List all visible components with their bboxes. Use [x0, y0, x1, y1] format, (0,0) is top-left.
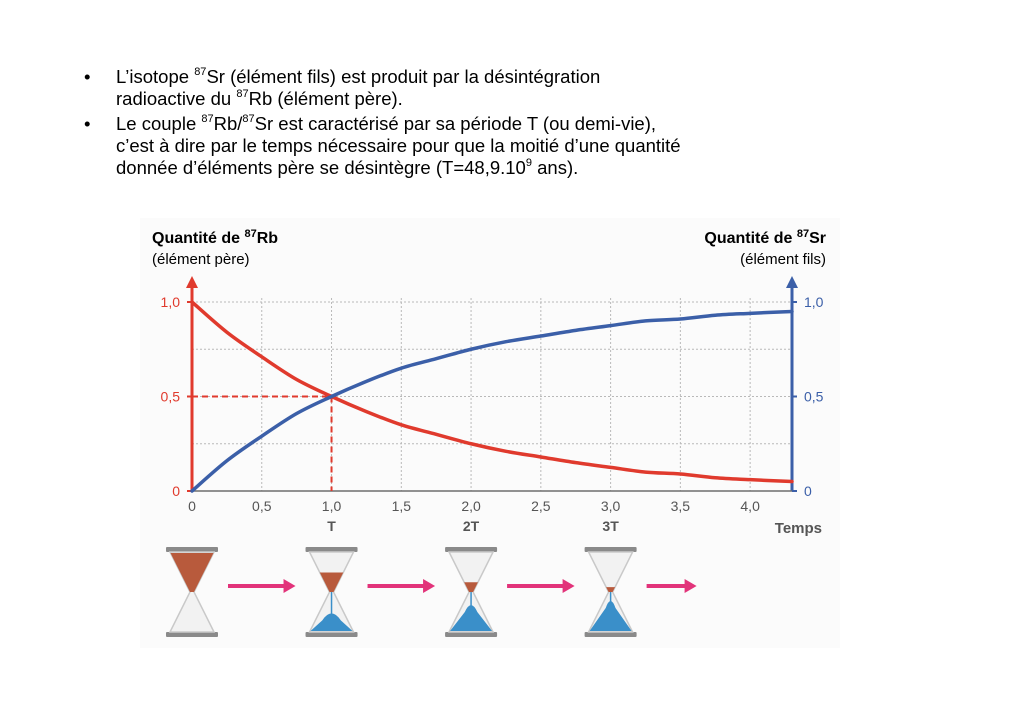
right-axis-tick-label: 1,0 [804, 294, 824, 310]
bullet-dot: • [84, 66, 91, 87]
x-axis-tick-label: 2,0 [461, 498, 481, 514]
axis-titles: Quantité de 87Rb (élément père) Quantité… [152, 228, 826, 268]
right-axis-subtitle: (élément fils) [740, 251, 826, 268]
hourglass [445, 547, 498, 637]
hourglass-row [166, 547, 697, 637]
right-axis-title-sup: 87 [797, 228, 809, 240]
period-label: 2T [463, 518, 480, 534]
x-axis-tick-label: 4,0 [740, 498, 760, 514]
hourglass-sand-red [464, 582, 478, 592]
hourglass-sand-red [170, 553, 214, 592]
x-axis-tick-label: 0 [188, 498, 196, 514]
hourglass [305, 547, 358, 637]
bullet-dot: • [84, 113, 91, 134]
right-axis-arrow [786, 276, 798, 288]
rb87-curve [190, 300, 794, 484]
right-axis-title-b: Sr [809, 230, 826, 247]
right-axis-tick-label: 0,5 [804, 389, 824, 405]
progress-arrow-head [423, 579, 436, 593]
hourglass-sand-blue [310, 613, 353, 631]
left-axis-title-sup: 87 [244, 228, 256, 240]
hourglass [584, 547, 637, 637]
hourglass-sand-red [606, 587, 616, 592]
chart-axes: 1,0 0,5 0 1,0 0,5 0 [161, 276, 824, 499]
left-axis-tick-label: 1,0 [161, 294, 181, 310]
hourglass-sand-red [319, 572, 344, 592]
left-axis-tick-label: 0 [172, 483, 180, 499]
hourglass-top-cap [166, 547, 218, 552]
period-label: T [327, 518, 336, 534]
progress-arrow-head [283, 579, 296, 593]
hourglass-bottom-cap [445, 632, 498, 637]
x-axis-tick-label: 2,5 [531, 498, 551, 514]
left-axis-title-b: Rb [257, 230, 279, 247]
left-axis-arrow [186, 276, 198, 288]
bullet-list: • L’isotope 87Sr (élément fils) est prod… [78, 66, 938, 182]
right-axis-title-a: Quantité de [704, 230, 796, 247]
chart-grid [192, 298, 792, 491]
x-axis-labels: 0 0,5 1,0 1,5 2,0 2,5 3,0 3,5 4,0 T 2T 3T Temps [188, 498, 822, 537]
right-axis-tick-label: 0 [804, 483, 812, 499]
hourglass-bottom-cap [305, 632, 358, 637]
hourglass-sand-blue [450, 605, 493, 631]
progress-arrow-head [684, 579, 697, 593]
bullet-2-line-3: donnée d’éléments père se désintègre (T=… [116, 156, 579, 178]
hourglass [166, 547, 218, 637]
progress-arrow-head [562, 579, 575, 593]
left-axis-subtitle: (élément père) [152, 251, 250, 268]
x-axis-tick-label: 1,0 [322, 498, 342, 514]
bullet-2-line-2: c’est à dire par le temps nécessaire pou… [116, 135, 681, 156]
hourglass-top-cap [305, 547, 358, 552]
right-axis-title: Quantité de 87Sr [704, 228, 826, 247]
hourglass-top-cap [445, 547, 498, 552]
x-axis-tick-label: 1,5 [392, 498, 412, 514]
bullet-1-line-1: L’isotope 87Sr (élément fils) est produi… [116, 65, 601, 87]
left-axis-title: Quantité de 87Rb [152, 228, 278, 247]
left-axis-tick-label: 0,5 [161, 389, 181, 405]
decay-chart: Quantité de 87Rb (élément père) Quantité… [140, 218, 840, 648]
chart-series [190, 300, 794, 493]
bullet-item-2: • Le couple 87Rb/87Sr est caractérisé pa… [78, 113, 938, 179]
sr87-curve [190, 309, 794, 493]
hourglass-bottom-cap [166, 632, 218, 637]
x-axis-tick-label: 0,5 [252, 498, 272, 514]
period-label: 3T [602, 518, 619, 534]
hourglass-bottom-cap [584, 632, 637, 637]
x-axis-title: Temps [775, 520, 822, 537]
hourglass-sand-blue [589, 600, 632, 631]
x-axis-tick-label: 3,0 [601, 498, 621, 514]
bullet-1-line-2: radioactive du 87Rb (élément père). [116, 87, 403, 109]
bullet-item-1: • L’isotope 87Sr (élément fils) est prod… [78, 66, 938, 110]
hourglass-top-cap [584, 547, 637, 552]
left-axis-title-a: Quantité de [152, 230, 244, 247]
bullet-2-line-1: Le couple 87Rb/87Sr est caractérisé par … [116, 112, 657, 134]
x-axis-tick-label: 3,5 [671, 498, 691, 514]
